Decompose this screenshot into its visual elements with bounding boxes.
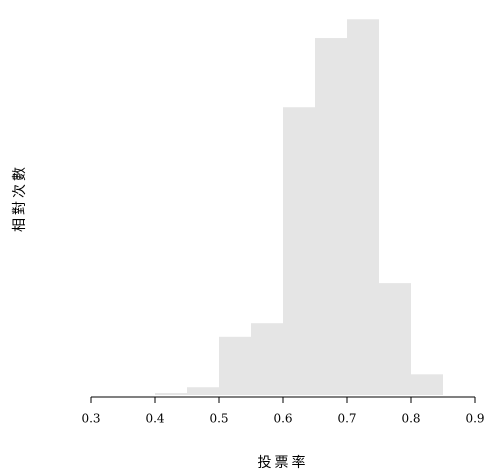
x-tick-label: 0.5 [209, 412, 228, 426]
bar [379, 283, 411, 395]
x-tick-label: 0.7 [337, 412, 356, 426]
bar [411, 374, 443, 395]
x-axis-label: 投票率 [258, 454, 309, 471]
x-tick-label: 0.6 [273, 412, 292, 426]
x-tick-label: 0.4 [145, 412, 164, 426]
bar [283, 107, 315, 395]
y-axis-label: 相對次數 [12, 164, 28, 232]
bar [219, 336, 251, 395]
bar [155, 393, 187, 395]
bar [187, 387, 219, 395]
x-tick-label: 0.9 [465, 412, 484, 426]
bar [347, 19, 379, 395]
x-tick-label: 0.8 [401, 412, 420, 426]
bar [251, 323, 283, 395]
bar [315, 38, 347, 395]
x-tick-label: 0.3 [81, 412, 100, 426]
